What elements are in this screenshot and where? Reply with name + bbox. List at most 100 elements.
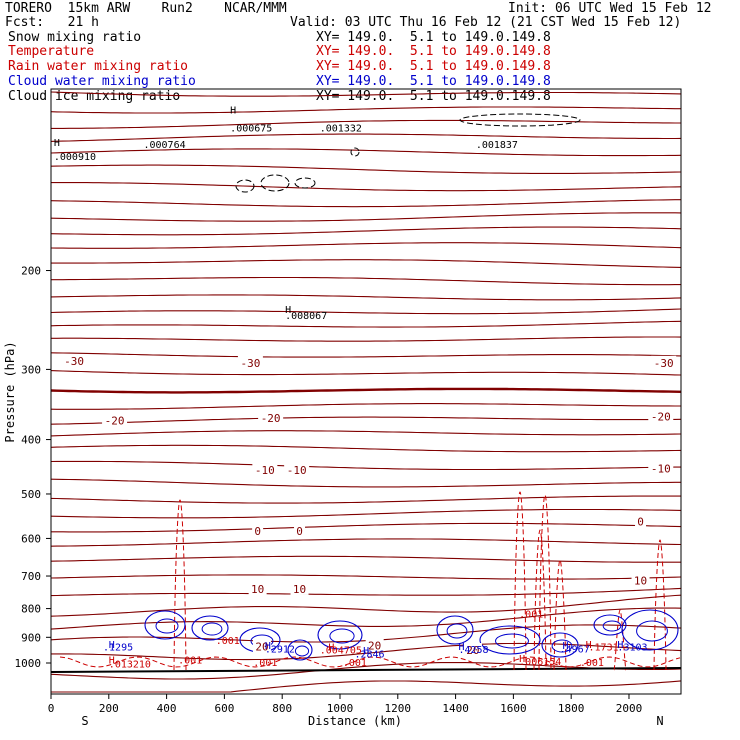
label-mask (258, 410, 284, 424)
x-tick-label: 200 (99, 702, 119, 715)
cloud-water-contour (495, 633, 529, 649)
temperature-contour (50, 242, 682, 249)
north-label: N (656, 714, 663, 728)
temperature-label: -10 (255, 464, 275, 477)
label-mask (365, 638, 384, 652)
label-mask (648, 409, 674, 423)
maximum-marker: H (363, 646, 369, 657)
cloud-water-contour (201, 622, 223, 636)
y-tick-label: 200 (21, 265, 41, 278)
temperature-contour (50, 508, 682, 519)
mixing-ratio-label: .001 (253, 658, 277, 669)
valid-time: Valid: 03 UTC Thu 16 Feb 12 (21 CST Wed … (290, 15, 682, 30)
x-tick-label: 800 (272, 702, 292, 715)
rain-water-contour (173, 499, 187, 671)
legend-rain: Rain water mixing ratio (8, 59, 189, 74)
temperature-contour (50, 164, 682, 174)
mixing-ratio-label: .008067 (285, 311, 327, 322)
cloud-water-contour (155, 618, 179, 634)
legend-snow: Snow mixing ratio (8, 30, 142, 45)
cloud-water-contour (479, 625, 541, 655)
cloud-ice-contour (294, 177, 316, 189)
x-axis-label: Distance (km) (308, 714, 402, 728)
surface-line (50, 667, 682, 673)
x-tick-label: 1000 (327, 702, 354, 715)
temperature-contour (50, 478, 681, 488)
maximum-marker: H (586, 640, 592, 651)
x-tick-label: 1600 (500, 702, 527, 715)
temperature-contour (50, 294, 682, 301)
maximum-marker: H (109, 656, 115, 667)
rain-water-contour (59, 656, 681, 668)
temperature-contour (50, 320, 682, 328)
label-mask (252, 462, 278, 476)
rain-water-contours (59, 491, 681, 671)
cloud-ice-contours (235, 113, 581, 193)
mixing-ratio-label: .000910 (54, 152, 96, 163)
cloud-water-contour (436, 615, 474, 645)
temperature-contour (51, 680, 682, 693)
init-time: Init: 06 UTC Wed 15 Feb 12 (508, 1, 712, 16)
x-tick-label: 1200 (385, 702, 412, 715)
label-mask (294, 524, 306, 538)
temperature-contour (51, 642, 682, 661)
temperature-label: -30 (64, 355, 84, 368)
temperature-contour (50, 352, 682, 358)
maximum-marker: H (285, 305, 291, 316)
temperature-label: 10 (293, 583, 306, 596)
label-mask (248, 581, 267, 595)
label-mask (237, 355, 263, 369)
legend-cloud-water: Cloud water mixing ratio (8, 74, 196, 89)
maximum-marker: H (617, 640, 623, 651)
temperature-contour (51, 182, 682, 192)
mixing-ratio-label: .2912 (265, 645, 295, 656)
axes: 0 200 400 600 800 1000 1200 1400 1600 1800 2000200… (15, 265, 643, 715)
mixing-ratio-label: .000764 (143, 140, 185, 151)
cloud-ice-contour (260, 174, 290, 192)
temperature-label: 20 (255, 641, 268, 654)
y-tick-label: 400 (21, 434, 41, 447)
maximum-marker: H (458, 642, 464, 653)
temperature-contour (51, 522, 682, 533)
temperature-label: 0 (637, 516, 644, 529)
mixing-ratio-label: .001837 (476, 140, 518, 151)
temperature-contour (50, 133, 682, 142)
cloud-water-contour (636, 620, 668, 642)
cloud-water-contour (329, 628, 355, 644)
label-mask (252, 524, 264, 538)
x-tick-label: 600 (214, 702, 234, 715)
label-mask (631, 573, 650, 587)
maximum-marker: H (265, 641, 271, 652)
mixing-ratio-label: .3103 (617, 642, 647, 653)
temperature-label: -20 (651, 411, 671, 424)
mixing-ratio-label: .001332 (320, 123, 362, 134)
y-tick-label: 700 (21, 570, 41, 583)
temperature-contours (50, 91, 682, 693)
cloud-ice-contour (459, 113, 581, 127)
maximum-marker: H (230, 105, 236, 116)
model-title: TORERO 15km ARW Run2 NCAR/MMM (5, 1, 287, 16)
y-tick-label: 800 (21, 603, 41, 616)
temperature-label: -10 (651, 462, 671, 475)
cloud-water-contour (287, 639, 313, 661)
mixing-ratio-label: .004705 (320, 646, 362, 657)
legend-temperature: Temperature (8, 44, 95, 59)
mixing-ratio-label: .001 (580, 658, 604, 669)
temperature-contour (50, 148, 682, 157)
y-tick-label: 1000 (15, 657, 42, 670)
mixing-ratio-label: .1731 (589, 642, 619, 653)
y-tick-label: 600 (21, 532, 41, 545)
label-mask (61, 354, 87, 368)
cloud-water-contours (144, 609, 679, 661)
cloud-ice-contour (235, 179, 255, 193)
temperature-contour (50, 370, 682, 376)
temperature-contour (50, 555, 681, 563)
maximum-marker: H (54, 138, 60, 149)
temperature-label: -30 (240, 357, 260, 370)
temperature-label: 0 (296, 525, 303, 538)
mixing-ratio-label: .001 (519, 609, 543, 620)
legend-temperature-xy: XY= 149.0. 5.1 to 149.0.149.8 (316, 44, 551, 59)
cloud-water-contour (593, 614, 627, 636)
temperature-contour (50, 403, 681, 410)
maximum-marker: H (109, 640, 115, 651)
